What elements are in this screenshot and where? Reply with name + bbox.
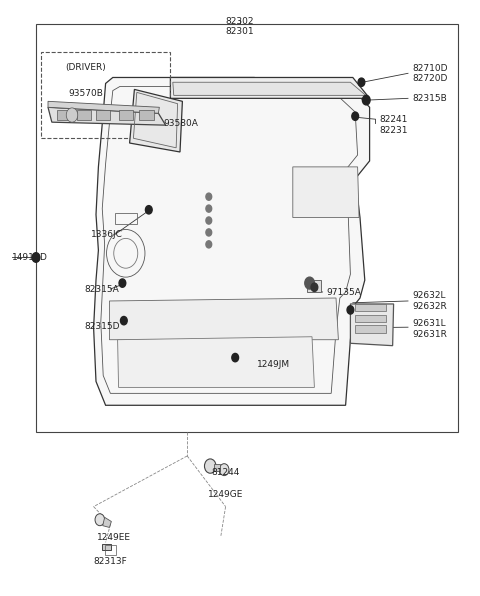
Text: 82315B: 82315B [413, 94, 447, 104]
Polygon shape [173, 82, 366, 95]
Polygon shape [103, 517, 111, 527]
Bar [355, 304, 386, 311]
Text: 1249GE: 1249GE [208, 490, 243, 499]
Bar [355, 315, 386, 322]
Circle shape [219, 464, 229, 476]
Text: 1249EE: 1249EE [97, 533, 131, 542]
Bar [77, 110, 91, 120]
Polygon shape [109, 298, 338, 340]
Bar [105, 545, 116, 555]
Polygon shape [214, 464, 220, 471]
Polygon shape [94, 77, 370, 405]
Circle shape [66, 108, 78, 122]
Circle shape [358, 78, 365, 86]
Text: 1336JC: 1336JC [91, 229, 123, 239]
Circle shape [206, 229, 212, 236]
Text: 1491AD: 1491AD [12, 253, 48, 262]
Polygon shape [170, 77, 370, 98]
Bar [119, 110, 133, 120]
Circle shape [204, 459, 216, 473]
Text: 92632L
92632R: 92632L 92632R [413, 291, 447, 311]
Circle shape [120, 316, 127, 325]
Text: 97135A: 97135A [326, 287, 361, 297]
Polygon shape [130, 89, 182, 152]
Polygon shape [48, 107, 166, 125]
Bar [355, 325, 386, 333]
Text: 93570B: 93570B [68, 89, 103, 98]
Bar [96, 110, 110, 120]
Bar [139, 110, 154, 120]
Polygon shape [48, 101, 159, 113]
Circle shape [311, 283, 318, 291]
Circle shape [232, 353, 239, 362]
Circle shape [362, 95, 370, 105]
Bar [36, 24, 458, 432]
Circle shape [206, 241, 212, 248]
Circle shape [352, 112, 359, 120]
Text: 1249JM: 1249JM [257, 360, 290, 370]
Bar [115, 213, 137, 224]
Text: 82313F: 82313F [94, 557, 127, 566]
Text: 93580A: 93580A [163, 119, 198, 128]
Circle shape [206, 205, 212, 212]
Circle shape [119, 279, 126, 287]
Bar [57, 110, 71, 120]
Polygon shape [350, 304, 394, 346]
Circle shape [206, 217, 212, 224]
Polygon shape [102, 544, 111, 550]
Polygon shape [293, 167, 359, 218]
Text: 81244: 81244 [211, 467, 240, 477]
Text: 82302
82301: 82302 82301 [226, 17, 254, 36]
Text: 82315D: 82315D [84, 321, 120, 331]
Text: 82241
82231: 82241 82231 [379, 116, 408, 135]
Circle shape [305, 277, 314, 289]
Circle shape [33, 253, 39, 262]
Circle shape [95, 514, 105, 526]
Circle shape [206, 193, 212, 200]
Polygon shape [118, 337, 314, 387]
Circle shape [347, 306, 354, 314]
Text: 82315A: 82315A [84, 284, 119, 294]
Circle shape [32, 253, 40, 262]
Circle shape [145, 206, 152, 214]
Polygon shape [307, 280, 321, 292]
Text: 92631L
92631R: 92631L 92631R [413, 319, 448, 339]
Text: 82710D
82720D: 82710D 82720D [413, 64, 448, 83]
Text: (DRIVER): (DRIVER) [65, 63, 106, 73]
Bar [41, 52, 170, 138]
